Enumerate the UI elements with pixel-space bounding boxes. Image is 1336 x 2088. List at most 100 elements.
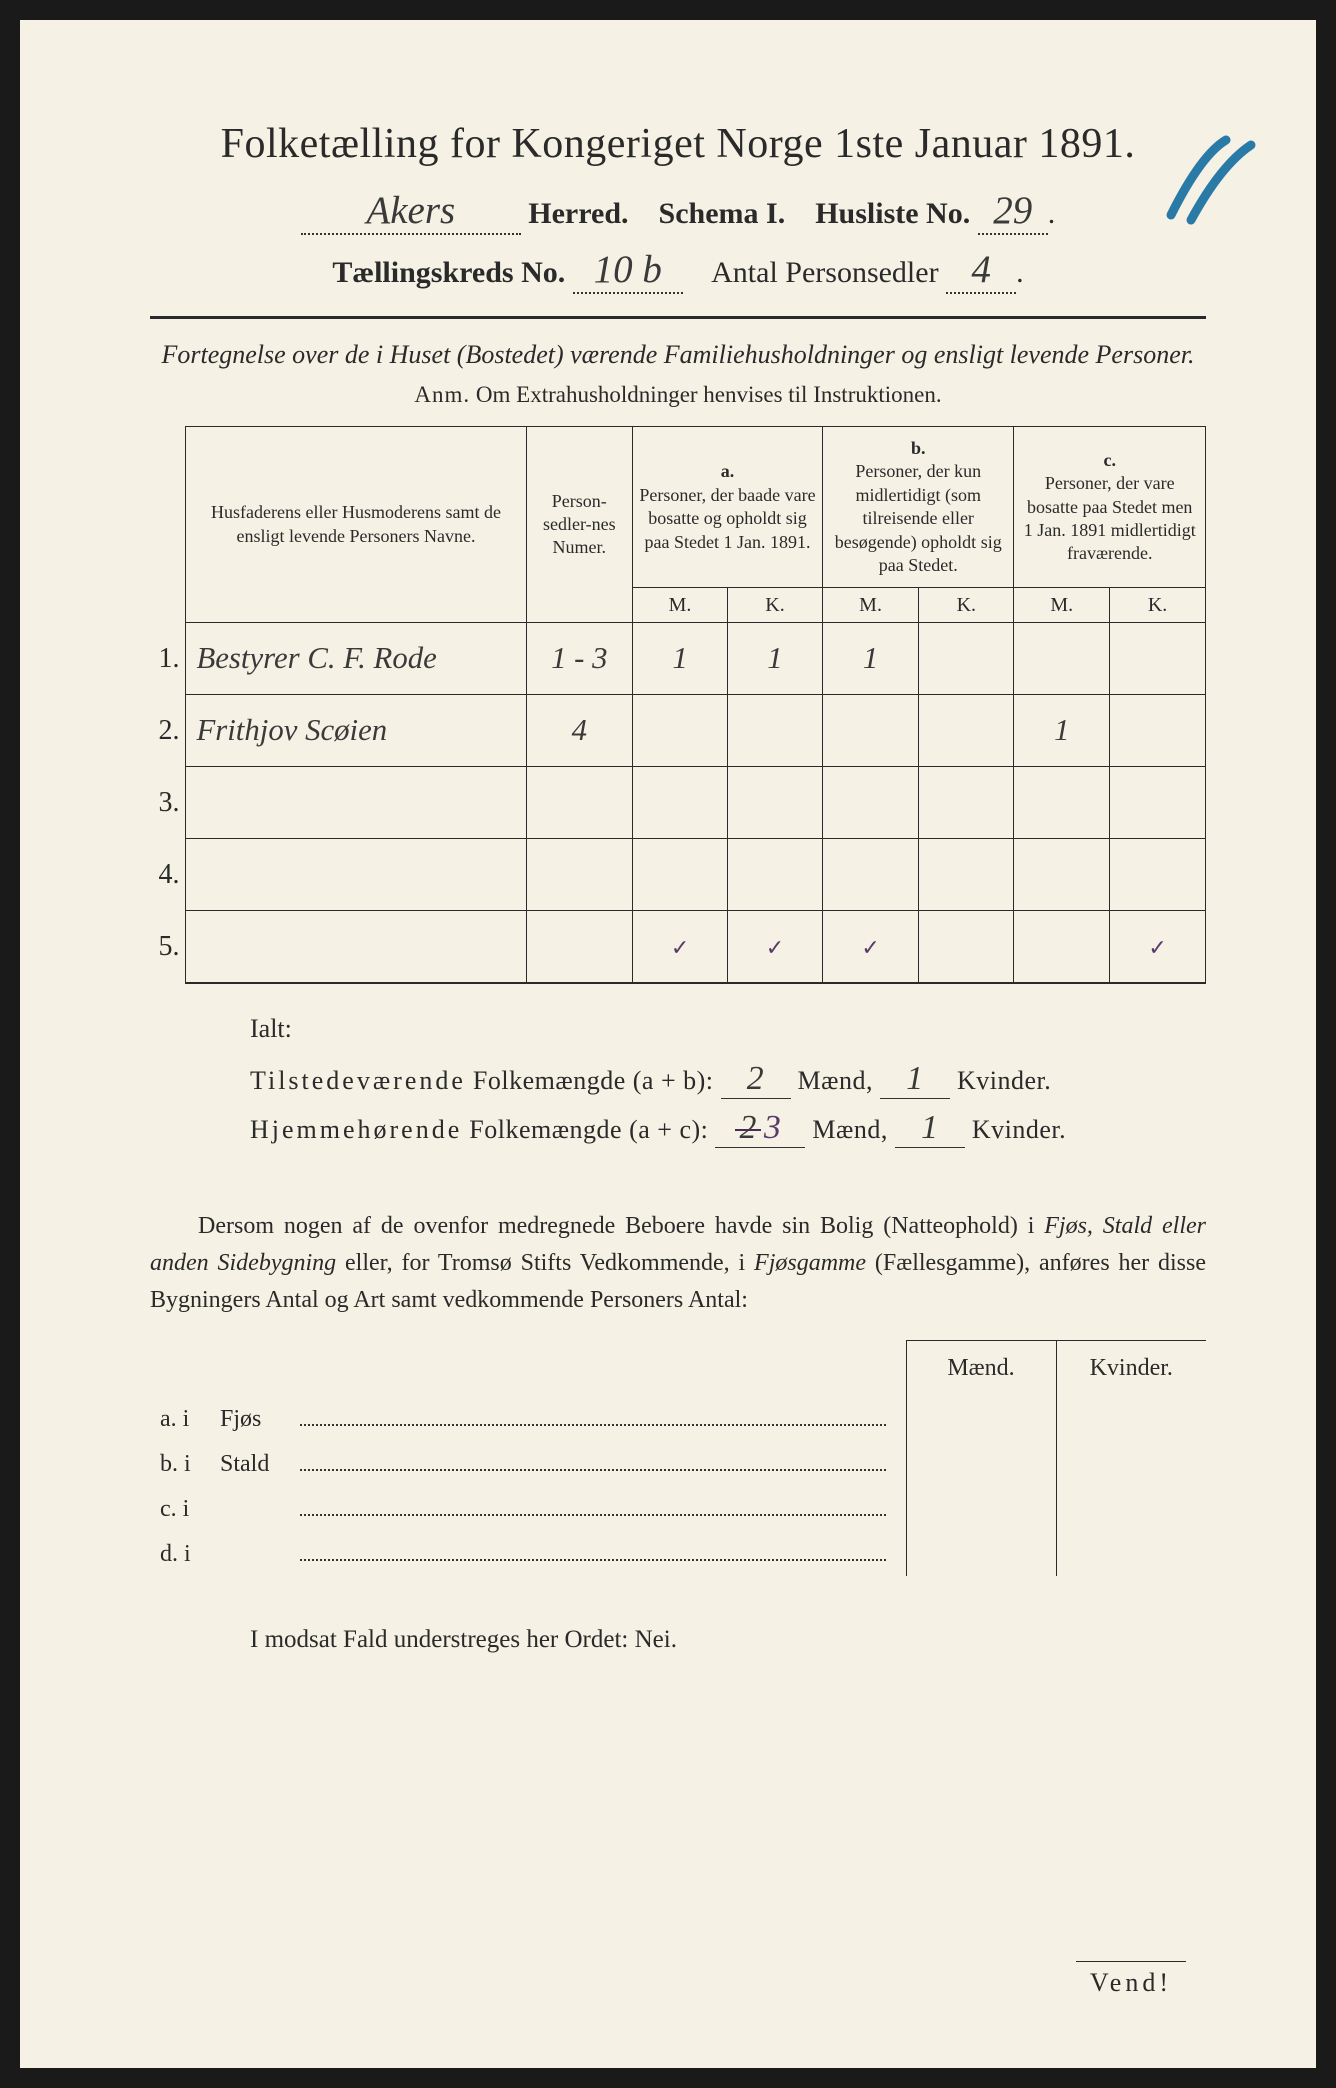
building-m	[906, 1486, 1056, 1531]
bm-cell: 1	[822, 623, 918, 695]
col-rownum	[150, 427, 186, 623]
bm-cell: ✓	[822, 911, 918, 983]
building-row: a. iFjøs	[150, 1396, 1206, 1441]
building-m	[906, 1396, 1056, 1441]
bk-cell	[919, 695, 1014, 767]
name-cell	[186, 911, 526, 983]
col-b-k: K.	[919, 588, 1014, 623]
hjemme-label2: Folkemængde (a + c):	[469, 1115, 708, 1144]
col-b-header: b.Personer, der kun midlertidigt (som ti…	[822, 427, 1013, 588]
anm-note: Anm. Om Extrahusholdninger henvises til …	[150, 382, 1206, 408]
maend-label: Mænd,	[798, 1066, 873, 1095]
bt-kvinder-header: Kvinder.	[1056, 1340, 1206, 1396]
bk-cell	[919, 623, 1014, 695]
cm-cell	[1014, 839, 1110, 911]
personsedler-value: 4	[971, 248, 991, 291]
tilstede-m-field: 2	[721, 1060, 791, 1099]
col-a-header: a.Personer, der baade vare bosatte og op…	[633, 427, 823, 588]
row-number: 3.	[150, 767, 186, 839]
table-row: 2.Frithjov Scøien41	[150, 695, 1206, 767]
kreds-value: 10 b	[594, 248, 662, 291]
kvinder-label: Kvinder.	[957, 1066, 1051, 1095]
table-row: 3.	[150, 767, 1206, 839]
row-number: 2.	[150, 695, 186, 767]
building-lead: d. i	[150, 1531, 210, 1576]
anm-label: Anm.	[414, 382, 470, 407]
kreds-label: Tællingskreds No.	[332, 256, 565, 289]
kvinder-label-2: Kvinder.	[972, 1115, 1066, 1144]
bk-cell	[919, 911, 1014, 983]
col-a-m: M.	[633, 588, 728, 623]
herred-label: Herred.	[528, 197, 628, 230]
hjemme-m-new: 3	[764, 1109, 781, 1146]
tilstede-m: 2	[747, 1060, 764, 1097]
bk-cell	[919, 767, 1014, 839]
ps-cell	[526, 911, 632, 983]
subtitle: Fortegnelse over de i Huset (Bostedet) v…	[150, 337, 1206, 372]
sum-tilstede: Tilstedeværende Folkemængde (a + b): 2 M…	[250, 1060, 1206, 1099]
table-row: 4.	[150, 839, 1206, 911]
form-title: Folketælling for Kongeriget Norge 1ste J…	[150, 120, 1206, 168]
husliste-label: Husliste No.	[815, 197, 970, 230]
col-b-m: M.	[822, 588, 918, 623]
bt-empty2	[210, 1340, 906, 1396]
col-names-header: Husfaderens eller Husmoderens samt de en…	[186, 427, 526, 623]
ak-cell	[728, 767, 823, 839]
vend-label: Vend!	[1076, 1961, 1186, 1998]
row-number: 4.	[150, 839, 186, 911]
bt-maend-header: Mænd.	[906, 1340, 1056, 1396]
name-cell	[186, 839, 526, 911]
building-row: c. i	[150, 1486, 1206, 1531]
table-row: 1.Bestyrer C. F. Rode1 - 3111	[150, 623, 1206, 695]
building-lead: b. i	[150, 1441, 210, 1486]
building-row: b. iStald	[150, 1441, 1206, 1486]
bk-cell	[919, 839, 1014, 911]
col-a-k: K.	[728, 588, 823, 623]
census-form-page: Folketælling for Kongeriget Norge 1ste J…	[20, 20, 1316, 2068]
building-label-cell	[210, 1531, 906, 1576]
header-line-1: Akers Herred. Schema I. Husliste No. 29.	[150, 188, 1206, 235]
husliste-value: 29	[993, 189, 1032, 232]
table-row: 5.✓✓✓✓	[150, 911, 1206, 983]
herred-field: Akers	[301, 188, 521, 235]
husliste-field: 29	[978, 188, 1048, 235]
building-label-cell: Fjøs	[210, 1396, 906, 1441]
building-m	[906, 1441, 1056, 1486]
building-k	[1056, 1441, 1206, 1486]
hjemme-k: 1	[921, 1109, 938, 1146]
nei-line: I modsat Fald understreges her Ordet: Ne…	[250, 1626, 1206, 1654]
cm-cell	[1014, 623, 1110, 695]
bm-cell	[822, 767, 918, 839]
household-table: Husfaderens eller Husmoderens samt de en…	[150, 426, 1206, 984]
am-cell	[633, 839, 728, 911]
am-cell	[633, 767, 728, 839]
hjemme-k-field: 1	[895, 1109, 965, 1148]
name-cell: Bestyrer C. F. Rode	[186, 623, 526, 695]
name-cell	[186, 767, 526, 839]
ck-cell	[1110, 623, 1206, 695]
cm-cell	[1014, 767, 1110, 839]
hjemme-m-old: 2	[739, 1109, 756, 1146]
header-line-2: Tællingskreds No. 10 b Antal Personsedle…	[150, 247, 1206, 294]
tilstede-k-field: 1	[880, 1060, 950, 1099]
ck-cell: ✓	[1110, 911, 1206, 983]
personsedler-field: 4	[946, 247, 1016, 294]
sum-hjemme: Hjemmehørende Folkemængde (a + c): 2 3 M…	[250, 1109, 1206, 1148]
building-k	[1056, 1396, 1206, 1441]
building-table: Mænd. Kvinder. a. iFjøsb. iStaldc. id. i	[150, 1340, 1206, 1576]
cm-cell	[1014, 911, 1110, 983]
tilstede-label: Tilstedeværende	[250, 1066, 466, 1095]
row-number: 5.	[150, 911, 186, 983]
row-number: 1.	[150, 623, 186, 695]
divider-1	[150, 316, 1206, 319]
building-k	[1056, 1486, 1206, 1531]
name-cell: Frithjov Scøien	[186, 695, 526, 767]
ck-cell	[1110, 767, 1206, 839]
bt-empty	[150, 1340, 210, 1396]
herred-value: Akers	[366, 189, 455, 232]
ck-cell	[1110, 695, 1206, 767]
am-cell: 1	[633, 623, 728, 695]
building-row: d. i	[150, 1531, 1206, 1576]
bm-cell	[822, 695, 918, 767]
cm-cell: 1	[1014, 695, 1110, 767]
